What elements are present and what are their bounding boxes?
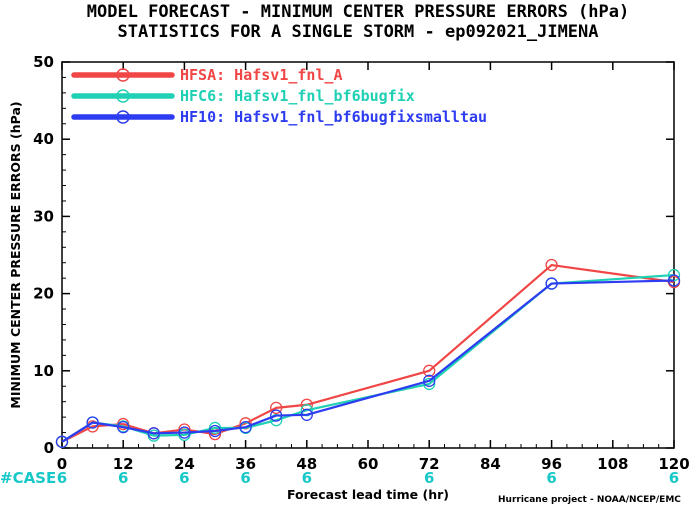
case-count: 6	[118, 469, 128, 487]
case-count: 6	[424, 469, 434, 487]
data-point	[208, 424, 222, 438]
y-tick-label: 10	[33, 362, 54, 380]
x-tick-label: 12	[113, 455, 134, 473]
data-point	[239, 421, 252, 434]
data-point	[55, 435, 69, 448]
series-line	[61, 279, 675, 443]
case-counts: 6 6 6 6 6 6 6 6	[57, 469, 679, 487]
y-tick-label: 40	[33, 130, 54, 148]
data-point	[270, 409, 283, 422]
y-axis: 0 10 20 30 40 50	[33, 53, 674, 457]
legend: HFSA: Hafsv1_fnl_A HFC6: Hafsv1_fnl_bf6bu…	[71, 66, 487, 126]
x-tick-label: 120	[658, 455, 689, 473]
series-2	[55, 268, 681, 448]
case-count: 6	[57, 469, 67, 487]
x-axis-title: Forecast lead time (hr)	[287, 487, 449, 502]
x-tick-label: 108	[597, 455, 628, 473]
x-axis: 0 12 24 36 48 60 72 84 96 108 120	[57, 62, 690, 473]
series-line	[61, 263, 675, 443]
series-1	[55, 258, 681, 448]
data-point	[208, 421, 222, 435]
x-tick-label: 36	[235, 455, 256, 473]
case-count: 6	[302, 469, 312, 487]
legend-entry: HFSA: Hafsv1_fnl_A	[180, 66, 343, 84]
case-count: 6	[669, 469, 679, 487]
legend-marker	[116, 110, 130, 124]
chart-title-line2: STATISTICS FOR A SINGLE STORM - ep092021…	[117, 22, 598, 42]
y-axis-title: MINIMUM CENTER PRESSURE ERRORS (hPa)	[8, 101, 23, 408]
x-tick-label: 84	[480, 455, 501, 473]
data-point	[270, 401, 283, 415]
x-tick-label: 0	[57, 455, 67, 473]
data-point	[423, 374, 436, 387]
data-point	[86, 416, 99, 429]
data-point	[423, 364, 436, 377]
case-count: 6	[179, 469, 189, 487]
x-tick-label: 60	[358, 455, 379, 473]
x-tick-label: 48	[296, 455, 317, 473]
case-label: #CASE	[0, 469, 56, 487]
legend-entry: HF10: Hafsv1_fnl_bf6bugfixsmalltau	[180, 108, 487, 126]
x-tick-label: 24	[174, 455, 195, 473]
y-tick-label: 30	[33, 207, 54, 225]
y-tick-label: 50	[33, 53, 54, 71]
series-line	[61, 273, 675, 443]
data-point	[545, 258, 558, 272]
data-point	[178, 426, 191, 439]
y-tick-label: 0	[44, 439, 54, 457]
legend-marker	[116, 89, 130, 103]
legend-marker	[116, 68, 130, 82]
case-count: 6	[240, 469, 250, 487]
case-count: 6	[546, 469, 556, 487]
credit-text: Hurricane project - NOAA/NCEP/EMC	[498, 495, 681, 505]
series-layer	[55, 258, 681, 448]
chart-title-line1: MODEL FORECAST - MINIMUM CENTER PRESSURE…	[87, 2, 629, 22]
data-point	[117, 421, 130, 434]
data-point	[667, 274, 681, 287]
legend-entry: HFC6: Hafsv1_fnl_bf6bugfix	[180, 87, 415, 105]
data-point	[545, 277, 558, 290]
series-3	[55, 274, 681, 448]
x-tick-label: 96	[541, 455, 562, 473]
data-point	[423, 377, 436, 391]
data-point	[300, 408, 313, 421]
x-tick-label: 72	[419, 455, 440, 473]
data-point	[147, 427, 160, 440]
y-tick-label: 20	[33, 285, 54, 303]
